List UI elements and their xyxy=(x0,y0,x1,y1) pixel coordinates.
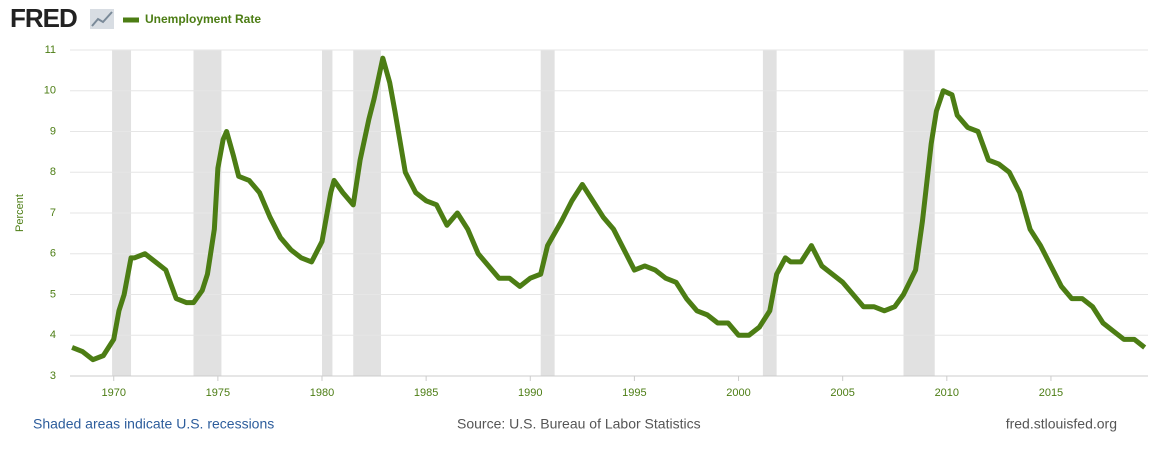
x-tick-label: 1980 xyxy=(310,387,334,399)
x-tick-label: 2010 xyxy=(935,387,959,399)
x-tick-label: 2000 xyxy=(726,387,750,399)
x-tick-label: 2015 xyxy=(1039,387,1063,399)
y-tick-label: 6 xyxy=(50,248,56,260)
y-tick-label: 8 xyxy=(50,166,56,178)
x-tick-label: 1970 xyxy=(101,387,125,399)
y-tick-label: 10 xyxy=(44,85,56,97)
y-tick-label: 7 xyxy=(50,207,56,219)
logo: FRED xyxy=(10,3,77,33)
source: Source: U.S. Bureau of Labor Statistics xyxy=(457,416,701,432)
y-tick-label: 11 xyxy=(45,44,56,56)
y-tick-label: 3 xyxy=(50,370,56,382)
series-line xyxy=(71,55,1147,363)
site-link[interactable]: fred.stlouisfed.org xyxy=(1006,416,1117,432)
y-tick-label: 9 xyxy=(50,125,56,137)
y-tick-label: 5 xyxy=(50,288,56,300)
y-tick-label: 4 xyxy=(50,329,56,341)
y-axis-label: Percent xyxy=(14,194,26,232)
logo-icon xyxy=(90,9,114,29)
x-tick-label: 1990 xyxy=(518,387,542,399)
x-tick-label: 1985 xyxy=(414,387,438,399)
recession-note[interactable]: Shaded areas indicate U.S. recessions xyxy=(33,416,274,432)
x-tick-label: 1995 xyxy=(622,387,646,399)
plot-area: 3 4 5 6 7 8 9 10 11 1970 1975 1980 1985 1990 1995 2000 2… xyxy=(44,44,1148,399)
legend-label: Unemployment Rate xyxy=(145,12,261,26)
x-tick-label: 1975 xyxy=(206,387,230,399)
x-tick-label: 2005 xyxy=(830,387,854,399)
